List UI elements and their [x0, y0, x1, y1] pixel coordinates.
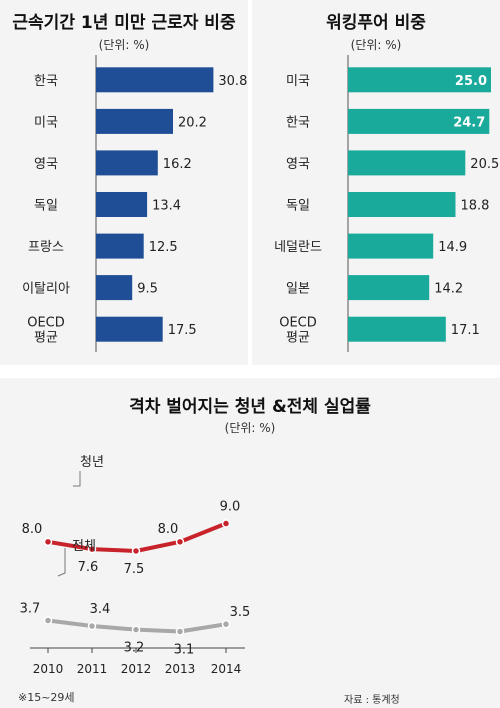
- x-tick-label: 2013: [165, 662, 196, 676]
- callout-line-total: [57, 548, 66, 577]
- bar: [348, 316, 446, 342]
- data-point-youth: [131, 546, 141, 556]
- category-label: OECD: [27, 316, 65, 331]
- source-note: 자료 : 통계청: [344, 695, 400, 706]
- bar: [96, 108, 173, 134]
- category-label: OECD: [279, 316, 317, 331]
- chart-unit: (단위: %): [98, 38, 150, 52]
- category-label: 일본: [286, 282, 310, 297]
- chart-panel-unemployment: 격차 벌어지는 청년 &전체 실업률 (단위: %) 2010 2011 2012 2…: [0, 378, 500, 708]
- bar: [348, 275, 430, 301]
- data-label-total: 3.5: [230, 605, 251, 620]
- value-label: 18.8: [461, 199, 490, 214]
- category-label: 영국: [34, 157, 58, 172]
- chart-title: 워킹푸어 비중: [326, 13, 426, 33]
- bar: [348, 192, 456, 217]
- data-label-youth: 8.0: [22, 522, 43, 537]
- data-point-youth: [43, 537, 53, 547]
- value-label: 14.2: [434, 282, 463, 297]
- value-label: 9.5: [137, 282, 158, 297]
- data-point-youth: [87, 544, 97, 554]
- x-tick-label: 2012: [121, 662, 152, 676]
- category-label: 평균: [286, 331, 310, 346]
- bar-chart-short-tenure: 한국 30.8 미국 20.2 영국 16.2 독일 13.4 프랑스 12.5 이탈리아 9.5 OE…: [22, 55, 247, 352]
- bar: [348, 150, 466, 176]
- bar: [348, 67, 491, 93]
- x-tick-label: 2014: [211, 662, 242, 676]
- data-point-total: [175, 627, 185, 636]
- value-label: 16.2: [163, 157, 192, 172]
- chart-unit: (단위: %): [350, 38, 402, 52]
- data-point-total: [43, 616, 53, 625]
- value-label: 25.0: [455, 74, 487, 89]
- chart-unit: (단위: %): [224, 421, 276, 435]
- chart-panel-short-tenure: 근속기간 1년 미만 근로자 비중 (단위: %) 한국 30.8 미국 20.2 영국…: [0, 0, 248, 365]
- data-label-youth: 7.5: [124, 562, 145, 577]
- data-label-youth: 9.0: [220, 500, 241, 515]
- value-label: 30.8: [218, 74, 247, 89]
- data-label-total: 3.1: [174, 643, 195, 658]
- chart-title: 격차 벌어지는 청년 &전체 실업률: [129, 397, 371, 417]
- value-label: 20.2: [178, 115, 207, 130]
- category-label: 이탈리아: [22, 282, 70, 297]
- bar: [348, 233, 434, 259]
- category-label: 독일: [34, 199, 58, 214]
- chart-title: 근속기간 1년 미만 근로자 비중: [12, 13, 236, 33]
- category-label: 프랑스: [28, 240, 64, 255]
- value-label: 24.7: [453, 115, 485, 130]
- category-label: 한국: [34, 74, 58, 89]
- chart-panel-working-poor: 워킹푸어 비중 (단위: %) 미국 25.0 한국 24.7 영국 20.5 독일 18.8…: [252, 0, 500, 365]
- value-label: 20.5: [470, 157, 499, 172]
- category-label: 미국: [286, 74, 310, 89]
- category-label: 미국: [34, 115, 58, 130]
- series-label-total: 전체: [72, 539, 96, 554]
- data-point-total: [87, 621, 97, 631]
- category-label: 영국: [286, 157, 310, 172]
- bar: [96, 67, 214, 93]
- category-label: 평균: [34, 331, 58, 346]
- category-label: 독일: [286, 199, 310, 214]
- line-chart-unemployment: 2010 2011 2012 2013 2014 8.0 7.6 7.5 8.0 9.0 3.7 3.…: [20, 455, 251, 676]
- data-label-youth: 8.0: [158, 522, 179, 537]
- data-label-total: 3.7: [20, 602, 41, 617]
- series-label-youth: 청년: [80, 455, 104, 470]
- value-label: 14.9: [438, 240, 467, 255]
- data-point-youth: [221, 519, 231, 528]
- data-label-total: 3.2: [124, 641, 145, 656]
- data-label-total: 3.4: [90, 602, 111, 617]
- bar: [96, 150, 158, 176]
- bar: [96, 275, 133, 301]
- bar-chart-working-poor: 미국 25.0 한국 24.7 영국 20.5 독일 18.8 네덜란드 14.9 일본 14.2 OE…: [274, 55, 499, 352]
- data-label-youth: 7.6: [78, 560, 99, 575]
- x-tick-label: 2010: [33, 662, 64, 676]
- data-point-total: [221, 619, 231, 629]
- callout-line-youth: [73, 471, 81, 487]
- value-label: 17.5: [168, 323, 197, 338]
- data-point-total: [131, 625, 141, 634]
- data-point-youth: [175, 537, 185, 547]
- category-label: 네덜란드: [274, 240, 322, 255]
- bar: [96, 316, 163, 342]
- bar: [348, 108, 490, 134]
- value-label: 12.5: [149, 240, 178, 255]
- value-label: 17.1: [451, 323, 480, 338]
- bar: [96, 233, 144, 259]
- bar: [96, 192, 148, 217]
- value-label: 13.4: [152, 199, 181, 214]
- x-tick-label: 2011: [77, 662, 108, 676]
- category-label: 한국: [286, 115, 310, 130]
- footnote: ※15~29세: [18, 691, 75, 704]
